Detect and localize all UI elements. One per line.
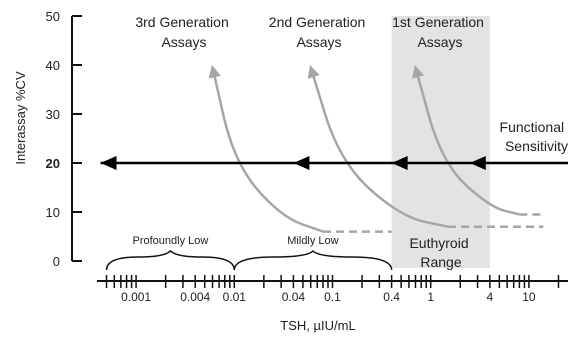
- curves-layer: [208, 65, 544, 233]
- series-label-3rd-generation: 3rd Generation Assays: [135, 14, 232, 50]
- functional-sensitivity-arrowhead: [293, 156, 310, 170]
- series-label-1st-line2: Assays: [417, 34, 462, 50]
- functional-sensitivity-arrowhead: [100, 156, 117, 170]
- y-tick-label-10: 10: [46, 205, 60, 220]
- series-label-1st-line1: 1st Generation: [392, 14, 484, 30]
- series-label-2nd-line2: Assays: [296, 34, 341, 50]
- functional-sensitivity-line2: Sensitivity: [505, 138, 568, 154]
- series-label-3rd-line2: Assays: [161, 34, 206, 50]
- brace-2: [233, 249, 393, 271]
- series-curve-2: [307, 65, 449, 228]
- x-tick-label-4: 4: [486, 290, 493, 304]
- y-tick-label-0: 0: [53, 254, 60, 269]
- x-tick-label-0.4: 0.4: [383, 290, 400, 304]
- euthyroid-range-line1: Euthyroid: [409, 235, 468, 251]
- euthyroid-band-layer: [391, 16, 490, 268]
- series-curve-3: [412, 65, 520, 216]
- euthyroid-range-line2: Range: [420, 254, 461, 270]
- series-curve-1: [208, 65, 324, 233]
- y-tick-label-50: 50: [46, 9, 60, 24]
- euthyroid-range-label: Euthyroid Range: [409, 235, 472, 270]
- x-tick-label-0.1: 0.1: [324, 290, 341, 304]
- braces-layer: Profoundly Low Mildly Low: [105, 235, 393, 271]
- functional-sensitivity-layer: [100, 156, 568, 170]
- functional-sensitivity-line1: Functional: [500, 119, 565, 135]
- x-tick-label-10: 10: [522, 290, 536, 304]
- series-label-2nd-generation: 2nd Generation Assays: [269, 14, 369, 50]
- y-tick-label-20: 20: [46, 156, 60, 171]
- y-tick-label-40: 40: [46, 58, 60, 73]
- y-tick-label-30: 30: [46, 107, 60, 122]
- x-tick-label-0.04: 0.04: [282, 290, 306, 304]
- axes-layer: 0 10 20 30 40 50 0.001 0.004 0.01 0.04 0.1 0.4 1 4 10: [46, 9, 568, 304]
- x-axis-title: TSH, µIU/mL: [280, 318, 355, 333]
- y-axis-title: Interassay %CV: [13, 71, 28, 165]
- euthyroid-range-band: [391, 16, 490, 268]
- x-tick-label-0.001: 0.001: [121, 290, 151, 304]
- series-label-3rd-line1: 3rd Generation: [135, 14, 228, 30]
- brace-1: [105, 249, 236, 271]
- functional-sensitivity-label: Functional Sensitivity: [500, 119, 568, 154]
- x-tick-label-1: 1: [427, 290, 434, 304]
- x-tick-label-0.004: 0.004: [180, 290, 210, 304]
- brace-label-1: Profoundly Low: [132, 235, 208, 247]
- x-tick-label-0.01: 0.01: [223, 290, 247, 304]
- brace-label-2: Mildly Low: [287, 235, 338, 247]
- functional-sensitivity-arrowhead: [469, 156, 486, 170]
- series-label-1st-generation: 1st Generation Assays: [392, 14, 488, 50]
- series-label-2nd-line1: 2nd Generation: [269, 14, 366, 30]
- functional-sensitivity-arrowhead: [391, 156, 408, 170]
